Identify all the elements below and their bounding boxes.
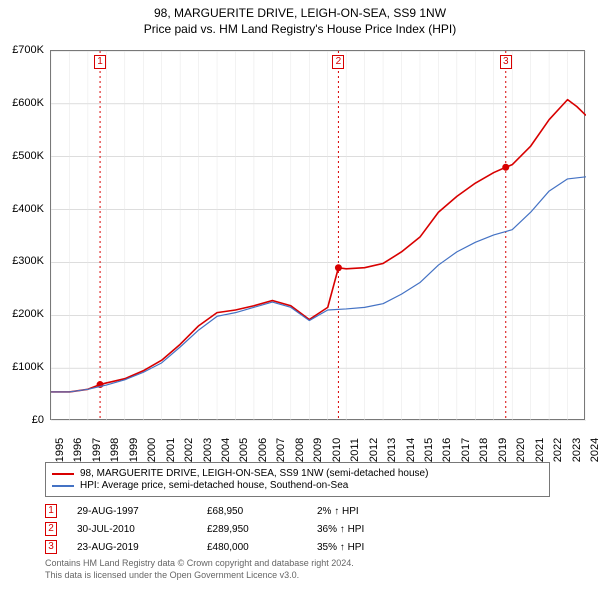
x-tick-label: 2006 xyxy=(257,438,269,462)
x-tick-label: 2003 xyxy=(202,438,214,462)
title-address: 98, MARGUERITE DRIVE, LEIGH-ON-SEA, SS9 … xyxy=(0,6,600,20)
x-tick-label: 1997 xyxy=(91,438,103,462)
sale-row: 2 30-JUL-2010£289,95036% ↑ HPI xyxy=(45,520,550,538)
x-tick-label: 2019 xyxy=(497,438,509,462)
title-subtitle: Price paid vs. HM Land Registry's House … xyxy=(0,22,600,36)
x-tick-label: 2024 xyxy=(589,438,600,462)
y-axis-labels: £0£100K£200K£300K£400K£500K£600K£700K xyxy=(0,50,48,420)
x-tick-label: 1998 xyxy=(109,438,121,462)
x-tick-label: 2017 xyxy=(460,438,472,462)
legend: 98, MARGUERITE DRIVE, LEIGH-ON-SEA, SS9 … xyxy=(45,462,550,497)
y-tick-label: £700K xyxy=(12,44,44,56)
y-tick-label: £600K xyxy=(12,97,44,109)
x-tick-label: 1996 xyxy=(72,438,84,462)
legend-item-2: HPI: Average price, semi-detached house,… xyxy=(52,480,543,491)
y-tick-label: £100K xyxy=(12,361,44,373)
sale-row-price: £68,950 xyxy=(207,506,317,517)
sale-marker-3: 3 xyxy=(500,55,512,69)
y-tick-label: £300K xyxy=(12,255,44,267)
footer-attribution: Contains HM Land Registry data © Crown c… xyxy=(45,558,555,581)
sale-row-date: 30-JUL-2010 xyxy=(77,524,207,535)
sales-table: 1 29-AUG-1997£68,9502% ↑ HPI 2 30-JUL-2010£… xyxy=(45,502,550,556)
x-tick-label: 2016 xyxy=(441,438,453,462)
x-tick-label: 2023 xyxy=(571,438,583,462)
sale-row: 3 23-AUG-2019£480,00035% ↑ HPI xyxy=(45,538,550,556)
sale-marker-1: 1 xyxy=(94,55,106,69)
legend-label-1: 98, MARGUERITE DRIVE, LEIGH-ON-SEA, SS9 … xyxy=(80,468,428,479)
legend-label-2: HPI: Average price, semi-detached house,… xyxy=(80,480,348,491)
sale-row-diff: 36% ↑ HPI xyxy=(317,524,437,535)
x-tick-label: 2020 xyxy=(515,438,527,462)
chart-svg xyxy=(51,51,586,421)
x-tick-label: 2013 xyxy=(386,438,398,462)
sale-row-diff: 2% ↑ HPI xyxy=(317,506,437,517)
x-tick-label: 2004 xyxy=(220,438,232,462)
legend-swatch-1 xyxy=(52,473,74,475)
y-tick-label: £500K xyxy=(12,150,44,162)
footer-line-1: Contains HM Land Registry data © Crown c… xyxy=(45,558,555,570)
x-tick-label: 2000 xyxy=(146,438,158,462)
x-tick-label: 2022 xyxy=(552,438,564,462)
footer-line-2: This data is licensed under the Open Gov… xyxy=(45,570,555,582)
y-tick-label: £200K xyxy=(12,308,44,320)
x-tick-label: 2007 xyxy=(275,438,287,462)
x-tick-label: 2008 xyxy=(294,438,306,462)
x-tick-label: 2011 xyxy=(349,438,361,462)
sale-row-marker: 2 xyxy=(45,522,57,536)
sale-row-date: 29-AUG-1997 xyxy=(77,506,207,517)
x-tick-label: 2010 xyxy=(331,438,343,462)
sale-row-marker: 3 xyxy=(45,540,57,554)
x-tick-label: 1999 xyxy=(128,438,140,462)
sale-row-price: £480,000 xyxy=(207,542,317,553)
sale-row-diff: 35% ↑ HPI xyxy=(317,542,437,553)
plot-area: 1 2 3 xyxy=(50,50,585,420)
y-tick-label: £0 xyxy=(32,414,44,426)
sale-marker-2: 2 xyxy=(332,55,344,69)
x-tick-label: 1995 xyxy=(54,438,66,462)
legend-item-1: 98, MARGUERITE DRIVE, LEIGH-ON-SEA, SS9 … xyxy=(52,468,543,479)
chart-container: 98, MARGUERITE DRIVE, LEIGH-ON-SEA, SS9 … xyxy=(0,0,600,590)
legend-swatch-2 xyxy=(52,485,74,487)
x-axis-labels: 1995199619971998199920002001200220032004… xyxy=(50,422,585,458)
sale-row-price: £289,950 xyxy=(207,524,317,535)
title-block: 98, MARGUERITE DRIVE, LEIGH-ON-SEA, SS9 … xyxy=(0,0,600,38)
x-tick-label: 2012 xyxy=(368,438,380,462)
sale-row-date: 23-AUG-2019 xyxy=(77,542,207,553)
x-tick-label: 2015 xyxy=(423,438,435,462)
x-tick-label: 2021 xyxy=(534,438,546,462)
x-tick-label: 2001 xyxy=(165,438,177,462)
x-tick-label: 2018 xyxy=(478,438,490,462)
x-tick-label: 2002 xyxy=(183,438,195,462)
x-tick-label: 2005 xyxy=(238,438,250,462)
x-tick-label: 2009 xyxy=(312,438,324,462)
y-tick-label: £400K xyxy=(12,203,44,215)
x-tick-label: 2014 xyxy=(405,438,417,462)
sale-row: 1 29-AUG-1997£68,9502% ↑ HPI xyxy=(45,502,550,520)
sale-row-marker: 1 xyxy=(45,504,57,518)
